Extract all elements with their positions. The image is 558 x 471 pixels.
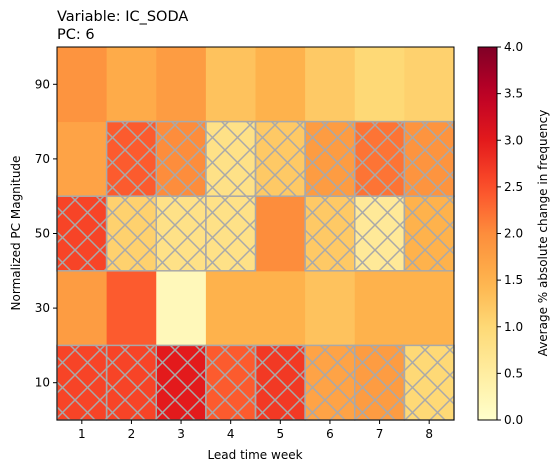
- heatmap-cell: [404, 270, 455, 346]
- colorbar-tick-label: 2.0: [504, 227, 523, 241]
- colorbar-tick-label: 3.5: [504, 87, 523, 101]
- y-tick-label: 50: [35, 227, 50, 241]
- hatched-cell: [205, 120, 257, 197]
- colorbar-tick-label: 1.0: [504, 320, 523, 334]
- hatched-cell: [354, 120, 406, 197]
- hatched-cell: [354, 195, 406, 272]
- colorbar-ticks: 0.0 0.5 1.0 1.5 2.0 2.5 3.0 3.5 4.0: [497, 40, 523, 427]
- x-tick-label: 6: [326, 427, 334, 441]
- hatched-cell: [354, 344, 406, 421]
- heatmap-cell: [156, 47, 207, 123]
- hatched-cell: [254, 120, 306, 197]
- heatmap-cell: [106, 270, 157, 346]
- colorbar-tick-label: 2.5: [504, 180, 523, 194]
- x-axis-label: Lead time week: [207, 448, 302, 462]
- colorbar-tick-label: 4.0: [504, 40, 523, 54]
- x-tick-label: 5: [276, 427, 284, 441]
- y-tick-label: 10: [35, 376, 50, 390]
- hatched-cell: [155, 344, 207, 421]
- colorbar-tick-label: 0.0: [504, 413, 523, 427]
- heatmap-cell: [305, 47, 356, 123]
- colorbar-tick-label: 3.0: [504, 133, 523, 147]
- heatmap-cell: [205, 47, 256, 123]
- chart-title-line-2: PC: 6: [57, 27, 95, 43]
- heatmap-cell: [354, 47, 405, 123]
- heatmap-cell: [354, 270, 405, 346]
- heatmap-cell: [255, 47, 306, 123]
- x-tick-label: 2: [128, 427, 136, 441]
- y-axis-label: Normalized PC Magnitude: [9, 156, 23, 311]
- hatched-cell: [304, 120, 356, 197]
- hatched-cell: [304, 195, 356, 272]
- hatched-cell: [155, 195, 207, 272]
- heatmap-cell: [205, 270, 256, 346]
- heatmap-cell: [57, 121, 108, 197]
- x-tick-label: 1: [78, 427, 86, 441]
- heatmap-cell: [255, 196, 306, 272]
- x-tick-label: 4: [227, 427, 235, 441]
- hatched-cell: [403, 195, 455, 272]
- heatmap-cell: [404, 47, 455, 123]
- y-tick-label: 30: [35, 301, 50, 315]
- heatmap-cell: [57, 270, 108, 346]
- hatched-cell: [56, 195, 108, 272]
- colorbar: [477, 46, 498, 421]
- y-axis-ticks: 10 30 50 70 90: [35, 77, 57, 390]
- heatmap-cell: [305, 270, 356, 346]
- hatched-cell: [205, 195, 257, 272]
- x-axis-ticks: 1 2 3 4 5 6 7 8: [78, 420, 433, 441]
- hatched-cell: [56, 344, 108, 421]
- x-tick-label: 3: [177, 427, 185, 441]
- hatched-cell: [105, 195, 157, 272]
- y-tick-label: 70: [35, 152, 50, 166]
- heatmap-cell: [255, 270, 306, 346]
- heatmap-cell: [106, 47, 157, 123]
- heatmap-hatches: [56, 120, 455, 421]
- y-tick-label: 90: [35, 77, 50, 91]
- colorbar-tick-label: 1.5: [504, 273, 523, 287]
- hatched-cell: [105, 120, 157, 197]
- colorbar-label: Average % absolute change in frequency: [536, 110, 550, 357]
- chart-title-line-1: Variable: IC_SODA: [57, 9, 188, 25]
- hatched-cell: [403, 344, 455, 421]
- hatched-cell: [105, 344, 157, 421]
- heatmap-cell: [156, 270, 207, 346]
- x-tick-label: 7: [376, 427, 384, 441]
- x-tick-label: 8: [425, 427, 433, 441]
- hatched-cell: [304, 344, 356, 421]
- hatched-cell: [155, 120, 207, 197]
- hatched-cell: [403, 120, 455, 197]
- hatched-cell: [205, 344, 257, 421]
- colorbar-tick-label: 0.5: [504, 366, 523, 380]
- heatmap-cell: [57, 47, 108, 123]
- hatched-cell: [254, 344, 306, 421]
